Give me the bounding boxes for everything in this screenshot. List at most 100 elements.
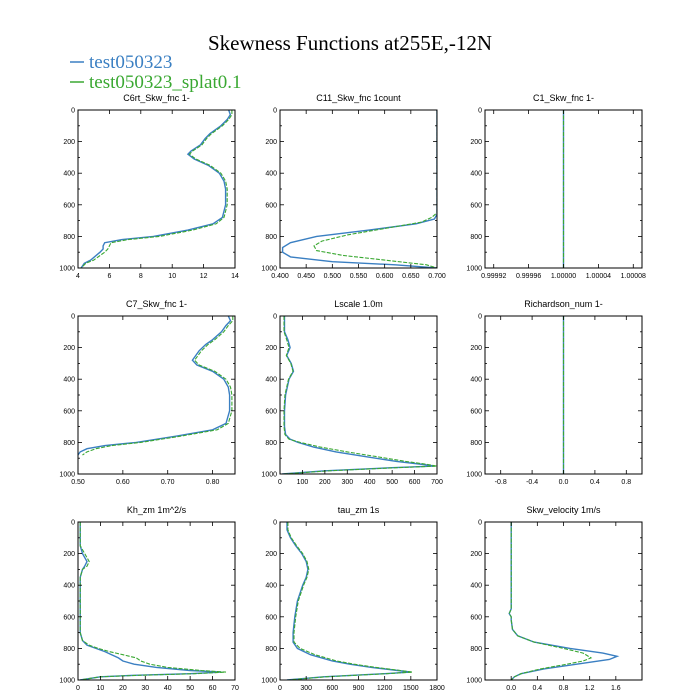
x-tick-label: 600 xyxy=(409,479,421,486)
series-line-1 xyxy=(80,110,233,268)
y-tick-label: 200 xyxy=(63,139,75,146)
y-tick-label: 800 xyxy=(470,234,482,241)
x-tick-label: 60 xyxy=(209,685,217,692)
x-tick-label: 30 xyxy=(141,685,149,692)
legend-label-1: test050323_splat0.1 xyxy=(89,72,242,93)
x-tick-label: 1500 xyxy=(403,685,419,692)
panel-5: Richardson_num 1- 0 200 400 600 800 1000 -0.8 -0… xyxy=(466,299,643,486)
x-tick-label: 200 xyxy=(319,479,331,486)
y-tick-label: 600 xyxy=(470,408,482,415)
x-tick-label: 300 xyxy=(300,685,312,692)
x-tick-label: 0.99996 xyxy=(516,273,541,280)
y-tick-label: 200 xyxy=(63,345,75,352)
y-tick-label: 800 xyxy=(63,234,75,241)
series-line-0 xyxy=(78,316,232,456)
y-tick-label: 600 xyxy=(265,202,277,209)
y-tick-label: 600 xyxy=(265,408,277,415)
y-tick-label: 200 xyxy=(265,345,277,352)
x-tick-label: 100 xyxy=(297,479,309,486)
y-tick-label: 600 xyxy=(63,614,75,621)
x-tick-label: 0.600 xyxy=(376,273,394,280)
y-tick-label: 200 xyxy=(470,139,482,146)
panel-title: C7_Skw_fnc 1- xyxy=(126,299,187,309)
y-tick-label: 800 xyxy=(470,440,482,447)
y-tick-label: 800 xyxy=(63,440,75,447)
series-line-0 xyxy=(80,110,232,268)
y-tick-label: 0 xyxy=(273,520,277,527)
x-tick-label: 0.99992 xyxy=(481,273,506,280)
y-tick-label: 0 xyxy=(71,314,75,321)
y-tick-label: 600 xyxy=(63,408,75,415)
y-tick-label: 0 xyxy=(478,108,482,115)
x-tick-label: 0.450 xyxy=(297,273,315,280)
panel-frame xyxy=(77,109,236,269)
panel-title: C11_Skw_fnc 1count xyxy=(316,93,401,103)
y-tick-label: 0 xyxy=(478,520,482,527)
x-tick-label: -0.4 xyxy=(526,479,538,486)
series-line-0 xyxy=(508,522,620,680)
y-tick-label: 400 xyxy=(63,583,75,590)
x-tick-label: 600 xyxy=(326,685,338,692)
y-tick-label: 1000 xyxy=(59,266,75,273)
x-tick-label: 20 xyxy=(119,685,127,692)
x-tick-label: 10 xyxy=(168,273,176,280)
y-tick-label: 1000 xyxy=(59,678,75,685)
y-tick-label: 1000 xyxy=(466,678,482,685)
figure-title: Skewness Functions at255E,-12N xyxy=(208,31,492,55)
x-tick-label: 14 xyxy=(231,273,239,280)
series-line-1 xyxy=(282,316,437,474)
x-tick-label: 300 xyxy=(341,479,353,486)
panel-frame xyxy=(77,521,236,681)
x-tick-label: 0 xyxy=(278,479,282,486)
y-tick-label: 200 xyxy=(265,551,277,558)
y-tick-label: 800 xyxy=(63,646,75,653)
panel-frame xyxy=(279,521,438,681)
y-tick-label: 200 xyxy=(63,551,75,558)
x-tick-label: 0 xyxy=(76,685,80,692)
y-tick-label: 1000 xyxy=(466,266,482,273)
x-tick-label: -0.8 xyxy=(495,479,507,486)
y-tick-label: 1000 xyxy=(261,678,277,685)
x-tick-label: 0.0 xyxy=(506,685,516,692)
x-tick-label: 0.500 xyxy=(324,273,342,280)
x-tick-label: 900 xyxy=(353,685,365,692)
panel-frame xyxy=(279,109,438,269)
y-tick-label: 1000 xyxy=(59,472,75,479)
x-tick-label: 1.2 xyxy=(585,685,595,692)
y-tick-label: 600 xyxy=(470,202,482,209)
x-tick-label: 700 xyxy=(431,479,443,486)
y-tick-label: 600 xyxy=(265,614,277,621)
panel-title: Richardson_num 1- xyxy=(524,299,603,309)
series-line-0 xyxy=(281,110,437,268)
x-tick-label: 1200 xyxy=(377,685,393,692)
y-tick-label: 0 xyxy=(71,108,75,115)
series-line-1 xyxy=(313,110,437,268)
x-tick-label: 1.00008 xyxy=(621,273,646,280)
y-tick-label: 600 xyxy=(470,614,482,621)
x-tick-label: 0.60 xyxy=(116,479,130,486)
y-tick-label: 200 xyxy=(470,345,482,352)
x-tick-label: 0.8 xyxy=(559,685,569,692)
x-tick-label: 70 xyxy=(231,685,239,692)
x-tick-label: 40 xyxy=(164,685,172,692)
panel-title: Lscale 1.0m xyxy=(334,299,383,309)
x-tick-label: 0.80 xyxy=(206,479,220,486)
y-tick-label: 400 xyxy=(265,583,277,590)
x-tick-label: 1.00004 xyxy=(586,273,611,280)
x-tick-label: 0.4 xyxy=(590,479,600,486)
panel-title: C6rt_Skw_fnc 1- xyxy=(123,93,190,103)
x-tick-label: 8 xyxy=(139,273,143,280)
x-tick-label: 0.0 xyxy=(559,479,569,486)
y-tick-label: 0 xyxy=(273,108,277,115)
y-tick-label: 800 xyxy=(265,234,277,241)
x-tick-label: 0.4 xyxy=(532,685,542,692)
legend-label-0: test050323 xyxy=(89,52,172,73)
panel-8: Skw_velocity 1m/s 0 200 400 600 800 1000 0.0 0.4… xyxy=(466,505,643,692)
x-tick-label: 0.50 xyxy=(71,479,85,486)
